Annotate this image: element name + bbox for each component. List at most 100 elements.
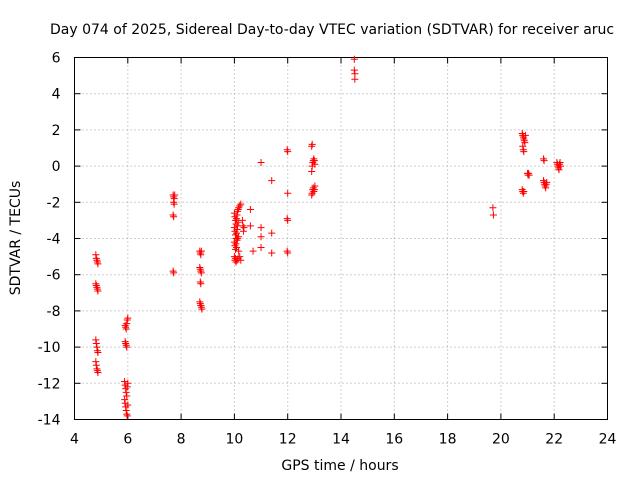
data-point	[196, 263, 204, 271]
data-point	[541, 182, 549, 190]
data-point	[237, 200, 245, 208]
data-point	[489, 204, 497, 212]
data-point	[233, 215, 241, 223]
data-point	[122, 385, 130, 393]
data-point	[309, 184, 317, 192]
data-point	[520, 148, 528, 156]
data-point	[121, 338, 129, 346]
data-point	[93, 256, 101, 264]
data-point	[198, 305, 206, 313]
data-point	[235, 204, 243, 212]
data-point	[519, 189, 527, 197]
data-point	[238, 216, 246, 224]
data-point	[521, 131, 529, 139]
data-point	[94, 368, 102, 376]
data-point	[308, 168, 316, 176]
data-point	[123, 412, 131, 420]
data-point	[521, 139, 529, 147]
data-point	[169, 211, 177, 219]
data-point	[93, 347, 101, 355]
data-point	[121, 321, 129, 329]
data-point	[170, 213, 178, 221]
data-point	[311, 160, 319, 168]
data-point	[520, 187, 528, 195]
x-tick-label: 10	[225, 432, 243, 448]
data-point	[232, 240, 240, 248]
data-point	[233, 225, 241, 233]
data-point	[239, 227, 247, 235]
data-point	[520, 135, 528, 143]
data-point	[197, 280, 205, 288]
data-point	[540, 157, 548, 165]
data-point	[92, 336, 100, 344]
data-point	[196, 300, 204, 308]
data-point	[93, 285, 101, 293]
data-point	[351, 75, 359, 83]
data-point	[542, 184, 550, 192]
data-point	[197, 251, 205, 259]
data-point	[197, 303, 205, 311]
data-point	[122, 341, 130, 349]
data-point	[94, 349, 102, 357]
data-point	[122, 406, 130, 414]
data-point	[257, 158, 265, 166]
x-tick-label: 22	[545, 432, 563, 448]
data-point	[234, 206, 242, 214]
data-point	[308, 140, 316, 148]
y-tick-label: -8	[47, 304, 61, 320]
y-tick-label: -10	[38, 340, 61, 356]
data-point	[246, 206, 254, 214]
y-tick-label: -6	[47, 268, 61, 284]
data-point	[234, 235, 242, 242]
data-point	[556, 158, 564, 166]
data-point	[540, 177, 548, 185]
data-point	[310, 157, 318, 165]
y-tick-label: -2	[47, 195, 61, 211]
data-point	[233, 229, 241, 237]
data-point	[123, 410, 131, 418]
y-tick-label: 0	[52, 159, 61, 175]
data-point	[121, 396, 129, 404]
data-point	[232, 258, 240, 266]
data-point	[92, 282, 100, 290]
data-point	[310, 186, 318, 194]
data-point	[284, 216, 292, 224]
data-point	[94, 287, 102, 295]
data-point	[235, 247, 243, 255]
x-tick-label: 24	[599, 432, 617, 448]
y-tick-label: -4	[47, 232, 61, 248]
data-point	[121, 377, 129, 385]
data-point	[123, 316, 131, 324]
x-tick-label: 12	[279, 432, 297, 448]
data-point	[92, 280, 100, 288]
y-tick-label: 2	[52, 123, 61, 139]
data-point	[197, 301, 205, 309]
y-tick-label: 4	[52, 87, 61, 103]
data-point	[170, 200, 178, 208]
y-axis-label: SDTVAR / TECUs	[8, 181, 24, 296]
data-point	[284, 148, 292, 156]
data-point	[249, 247, 257, 255]
data-point	[93, 365, 101, 373]
data-point	[122, 323, 130, 331]
data-point	[236, 202, 244, 210]
data-point	[196, 249, 204, 257]
y-tick-label: -14	[38, 413, 61, 429]
data-point	[525, 169, 533, 177]
data-point	[518, 186, 526, 194]
data-point	[308, 142, 316, 150]
data-point	[234, 207, 242, 215]
data-point	[520, 137, 528, 145]
x-axis-ticks: 4 6 8 10 12 14 16 18 20 22 24	[70, 57, 617, 448]
data-point	[231, 242, 239, 250]
y-tick-label: 6	[52, 51, 61, 67]
data-point	[519, 142, 527, 150]
data-point	[123, 392, 131, 400]
data-point	[92, 361, 100, 369]
data-point	[122, 388, 130, 396]
data-point	[489, 211, 497, 219]
data-point	[123, 343, 131, 351]
data-point	[236, 253, 244, 261]
data-point	[246, 222, 254, 230]
